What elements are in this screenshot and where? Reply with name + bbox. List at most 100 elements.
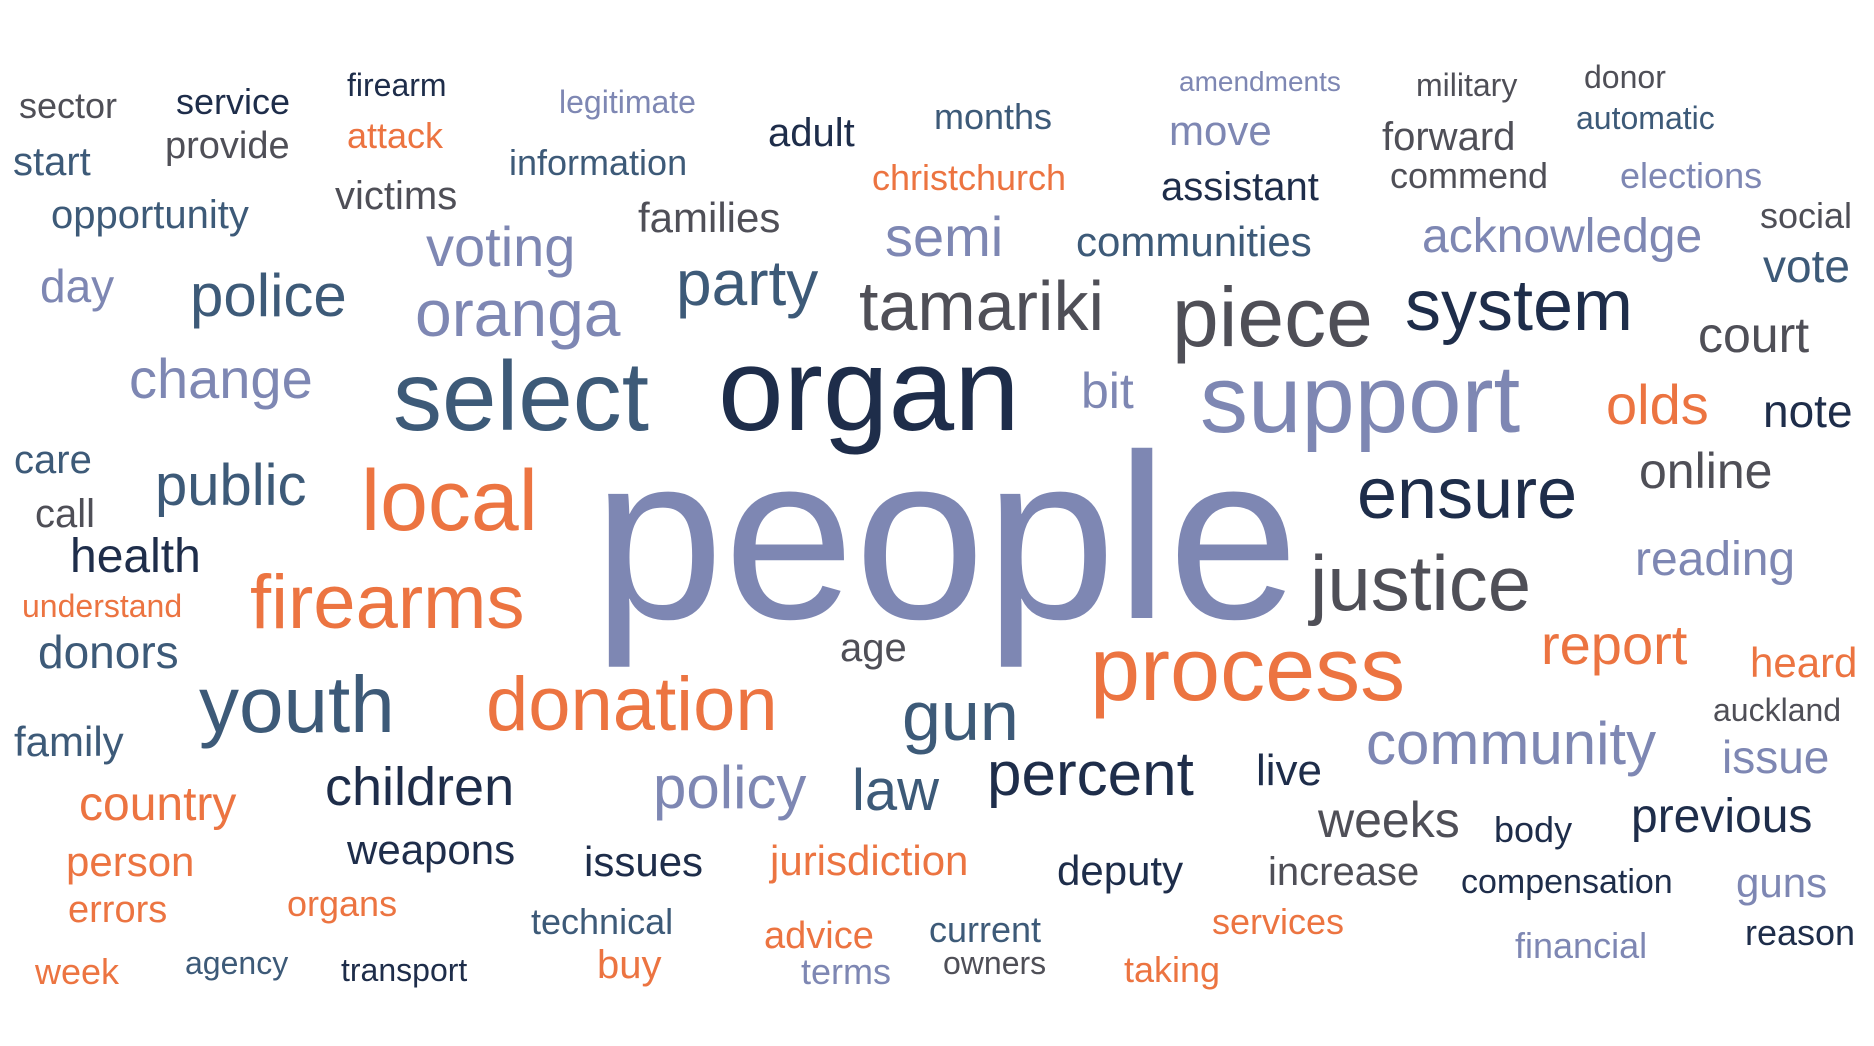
word-reason: reason [1745, 912, 1855, 953]
word-adult: adult [768, 111, 855, 155]
word-deputy: deputy [1057, 847, 1183, 894]
word-automatic: automatic [1576, 100, 1715, 136]
word-sector: sector [19, 85, 117, 126]
word-health: health [70, 530, 201, 583]
word-previous: previous [1631, 790, 1812, 843]
word-military: military [1416, 67, 1517, 103]
word-acknowledge: acknowledge [1422, 210, 1702, 263]
word-support: support [1200, 346, 1520, 453]
word-youth: youth [199, 660, 395, 749]
word-assistant: assistant [1161, 165, 1319, 209]
word-online: online [1639, 443, 1772, 499]
word-terms: terms [801, 951, 891, 992]
word-weeks: weeks [1317, 792, 1460, 848]
word-agency: agency [185, 945, 288, 981]
word-commend: commend [1390, 155, 1548, 196]
word-public: public [155, 453, 307, 518]
word-donation: donation [486, 662, 778, 747]
word-community: community [1366, 710, 1656, 777]
word-ensure: ensure [1357, 454, 1577, 534]
word-family: family [14, 718, 124, 765]
word-guns: guns [1736, 859, 1827, 906]
word-opportunity: opportunity [51, 193, 249, 237]
word-transport: transport [341, 952, 467, 988]
word-select: select [393, 341, 649, 451]
word-increase: increase [1268, 850, 1419, 894]
word-technical: technical [531, 901, 673, 942]
word-firearm: firearm [347, 67, 447, 103]
word-christchurch: christchurch [872, 157, 1066, 198]
word-percent: percent [987, 740, 1194, 809]
word-social: social [1760, 195, 1852, 236]
word-justice: justice [1308, 539, 1531, 627]
word-organ: organ [718, 324, 1020, 456]
word-families: families [638, 194, 780, 241]
word-weapons: weapons [346, 826, 515, 873]
word-person: person [66, 838, 194, 885]
word-amendments: amendments [1179, 66, 1341, 97]
word-months: months [934, 96, 1052, 137]
word-local: local [361, 453, 538, 549]
word-piece: piece [1172, 270, 1373, 364]
word-heard: heard [1750, 639, 1857, 686]
word-gun: gun [902, 677, 1019, 755]
word-process: process [1090, 620, 1405, 720]
word-report: report [1541, 613, 1688, 676]
word-compensation: compensation [1461, 863, 1673, 901]
word-errors: errors [68, 889, 167, 931]
word-people: people [593, 405, 1299, 668]
word-call: call [35, 492, 95, 536]
word-move: move [1169, 107, 1272, 154]
word-note: note [1763, 385, 1853, 437]
word-information: information [509, 142, 687, 183]
word-bit: bit [1081, 363, 1134, 419]
word-advice: advice [764, 915, 874, 957]
word-start: start [13, 140, 91, 184]
word-forward: forward [1382, 115, 1515, 159]
word-financial: financial [1515, 925, 1647, 966]
word-service: service [176, 81, 290, 122]
word-care: care [14, 438, 92, 482]
word-issue: issue [1722, 731, 1829, 783]
word-reading: reading [1635, 533, 1795, 586]
word-taking: taking [1124, 949, 1220, 990]
word-party: party [676, 247, 818, 319]
word-current: current [929, 909, 1041, 950]
word-policy: policy [653, 754, 806, 821]
word-jurisdiction: jurisdiction [768, 837, 968, 884]
word-oranga: oranga [415, 276, 621, 350]
word-legitimate: legitimate [559, 84, 696, 120]
word-organs: organs [287, 883, 397, 924]
word-owners: owners [943, 945, 1046, 981]
word-children: children [325, 757, 514, 817]
word-issues: issues [584, 838, 703, 885]
word-tamariki: tamariki [859, 267, 1104, 345]
word-body: body [1494, 809, 1572, 850]
word-vote: vote [1763, 240, 1850, 292]
word-voting: voting [426, 215, 575, 278]
word-change: change [129, 347, 313, 410]
word-day: day [40, 260, 114, 312]
word-elections: elections [1620, 155, 1762, 196]
word-police: police [190, 262, 347, 329]
word-understand: understand [22, 588, 182, 624]
word-provide: provide [165, 125, 290, 167]
word-victims: victims [335, 174, 457, 218]
word-donors: donors [38, 626, 179, 678]
word-age: age [840, 626, 907, 670]
word-week: week [34, 951, 120, 992]
word-donor: donor [1584, 59, 1666, 95]
word-buy: buy [597, 943, 662, 987]
word-firearms: firearms [250, 560, 524, 645]
word-semi: semi [885, 205, 1003, 268]
word-live: live [1256, 746, 1322, 795]
word-communities: communities [1076, 218, 1312, 265]
word-system: system [1405, 266, 1633, 346]
word-country: country [79, 778, 236, 831]
word-auckland: auckland [1713, 692, 1841, 728]
word-services: services [1212, 901, 1344, 942]
word-law: law [852, 758, 940, 823]
word-attack: attack [347, 115, 444, 156]
